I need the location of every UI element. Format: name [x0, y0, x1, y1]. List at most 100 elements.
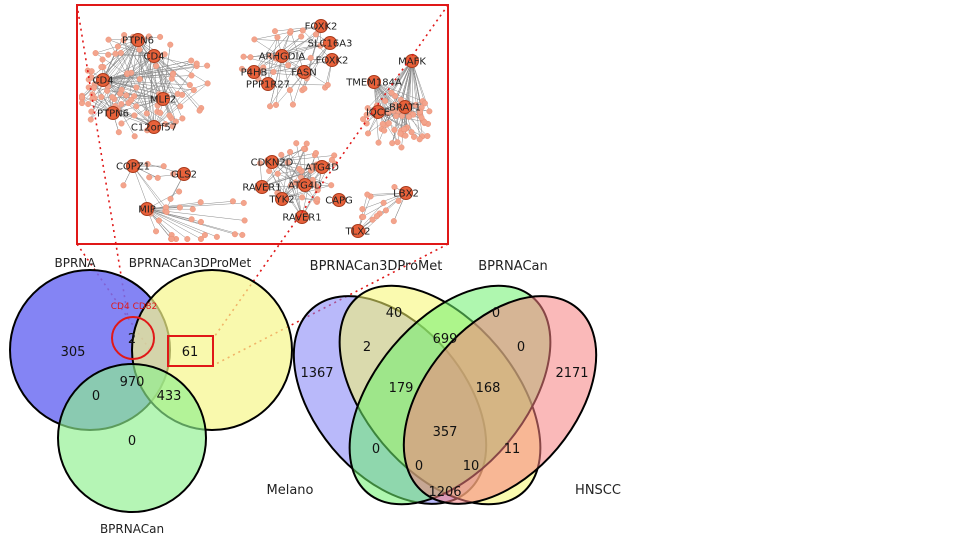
network-leaf-node	[380, 199, 387, 206]
network-edge	[271, 155, 335, 163]
network-hub-node	[314, 19, 328, 33]
network-gene-label: MAFK	[398, 57, 426, 68]
network-leaf-node	[289, 101, 296, 108]
network-leaf-node	[117, 90, 124, 97]
network-edge	[132, 165, 167, 208]
network-leaf-node	[417, 108, 424, 115]
network-gene-label: FASN	[291, 68, 317, 79]
network-edge	[112, 94, 183, 114]
network-edge	[271, 152, 316, 163]
network-leaf-node	[308, 167, 315, 174]
network-gene-label: TLX2	[345, 227, 371, 238]
venn4-label-hnscc: HNSCC	[575, 483, 621, 498]
network-edge	[146, 201, 233, 210]
network-leaf-node	[298, 33, 305, 40]
network-leaf-node	[382, 207, 389, 214]
network-hub-node	[140, 202, 154, 216]
network-edge	[409, 60, 413, 107]
network-leaf-node	[160, 163, 167, 170]
network-leaf-node	[287, 148, 294, 155]
network-leaf-node	[397, 130, 404, 137]
network-leaf-node	[204, 80, 211, 87]
network-leaf-node	[157, 109, 164, 116]
network-gene-label: GLS2	[171, 170, 197, 181]
network-leaf-node	[410, 133, 417, 140]
network-leaf-node	[238, 65, 245, 72]
network-leaf-node	[307, 54, 314, 61]
venn3-diagram: BPRNA BPRNACan3DProMet BPRNACan CD4 CD82…	[9, 256, 293, 536]
network-leaf-node	[179, 115, 186, 122]
network-leaf-node	[133, 103, 140, 110]
venn3-count-b-only: 61	[182, 345, 199, 360]
network-edge	[267, 159, 303, 218]
network-gene-label: PPP1R27	[246, 80, 290, 91]
venn3-highlight-box	[167, 335, 214, 367]
network-edge	[102, 63, 197, 81]
network-leaf-node	[88, 108, 95, 115]
network-leaf-node	[309, 176, 316, 183]
network-hub-node	[367, 75, 381, 89]
network-leaf-node	[395, 197, 402, 204]
network-edge	[95, 52, 155, 57]
network-edge	[287, 162, 303, 218]
network-edge	[146, 208, 188, 240]
network-edge	[275, 55, 283, 105]
network-hub-node	[265, 155, 279, 169]
network-leaf-node	[274, 170, 281, 177]
network-gene-label: ATG4D	[305, 163, 339, 174]
network-leaf-node	[112, 50, 119, 57]
network-edge	[146, 208, 206, 236]
network-gene-label: TMEM184A	[345, 78, 402, 89]
venn3-count-bc: 433	[157, 389, 182, 404]
network-edge	[302, 42, 331, 91]
network-edge	[146, 208, 202, 240]
network-leaf-node	[267, 103, 274, 110]
network-leaf-node	[104, 87, 111, 94]
network-leaf-node	[144, 160, 151, 167]
network-leaf-node	[98, 64, 105, 71]
zoom-line-left-top	[76, 4, 129, 319]
venn4-count-b-only: 40	[386, 306, 403, 321]
network-leaf-node	[416, 136, 423, 143]
venn4-count-a-only: 1367	[300, 366, 333, 381]
network-edge	[137, 39, 202, 109]
network-gene-label: LBX2	[393, 189, 419, 200]
venn3-label-bprnacan: BPRNACan	[100, 522, 164, 536]
network-leaf-node	[123, 92, 130, 99]
network-leaf-node	[169, 71, 176, 78]
network-leaf-node	[133, 84, 140, 91]
network-leaf-node	[274, 34, 281, 41]
network-leaf-node	[78, 94, 85, 101]
network-leaf-node	[278, 151, 285, 158]
network-gene-label: FOXK2	[305, 22, 338, 33]
network-edge	[367, 60, 413, 109]
network-leaf-node	[391, 126, 398, 133]
network-leaf-node	[360, 116, 367, 123]
network-edge	[113, 39, 139, 100]
network-leaf-node	[131, 112, 138, 119]
network-leaf-node	[364, 105, 371, 112]
network-hub-node	[247, 65, 261, 79]
network-leaf-node	[190, 87, 197, 94]
network-leaf-node	[266, 167, 273, 174]
network-leaf-node	[296, 165, 303, 172]
network-leaf-node	[213, 233, 220, 240]
network-hub-node	[106, 106, 120, 120]
network-leaf-node	[197, 218, 204, 225]
network-leaf-node	[390, 107, 397, 114]
network-leaf-node	[391, 184, 398, 191]
venn3-count-ab: 2	[128, 332, 136, 347]
network-leaf-node	[197, 235, 204, 242]
network-edge	[373, 81, 403, 135]
network-leaf-node	[312, 31, 319, 38]
network-edge	[271, 161, 313, 181]
network-leaf-node	[229, 198, 236, 205]
network-gene-label: CD4	[143, 52, 164, 63]
network-leaf-node	[188, 57, 195, 64]
network-leaf-node	[391, 102, 398, 109]
network-leaf-node	[170, 170, 177, 177]
venn4-label-bprnacan3dpromet: BPRNACan3DProMet	[310, 259, 443, 274]
network-gene-label: MIP	[138, 205, 156, 216]
network-gene-label: CD4	[92, 76, 113, 87]
network-hub-node	[323, 36, 337, 50]
